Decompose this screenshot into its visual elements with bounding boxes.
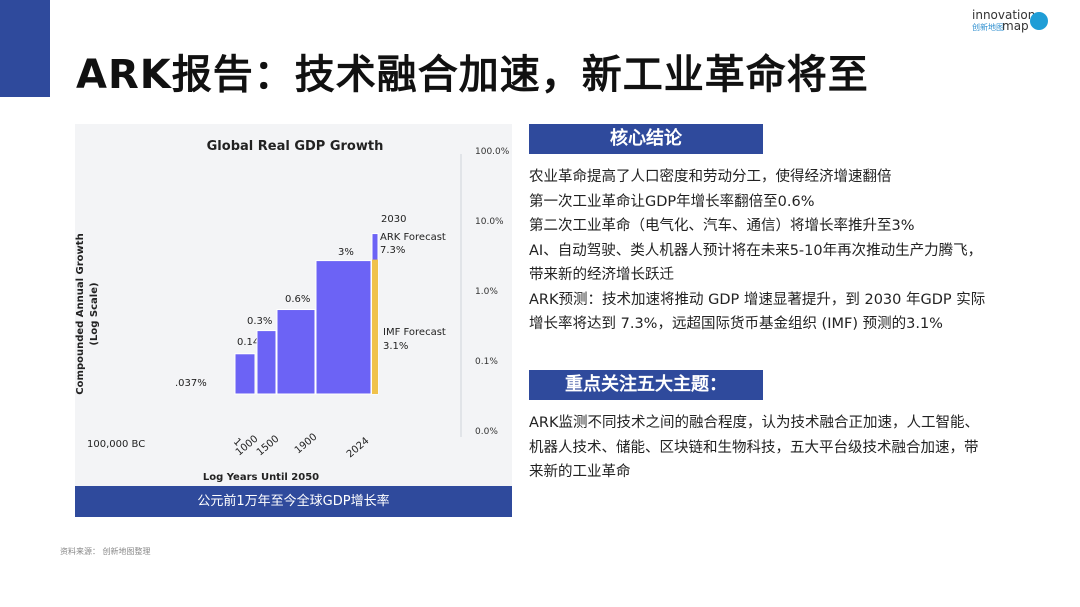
- bar-1900-2024: [315, 260, 372, 395]
- source-note: 资料来源： 创新地图整理: [60, 547, 151, 556]
- bar-value-label: 3%: [338, 247, 354, 258]
- y-axis-label-sub: (Log Scale): [89, 282, 100, 345]
- globe-icon: [1030, 12, 1048, 30]
- y-tick-label: 10.0%: [475, 217, 504, 227]
- core-line: 第二次工业革命（电气化、汽车、通信）将增长率推升至3%: [529, 218, 915, 234]
- focus-line: ARK监测不同技术之间的融合程度，认为技术融合正加速，人工智能、: [529, 415, 980, 431]
- annotation-ark-1: ARK Forecast: [380, 232, 446, 243]
- annotation-ark-2: 7.3%: [380, 245, 405, 256]
- core-line: 农业革命提高了人口密度和劳动分工，使得经济增速翻倍: [529, 169, 892, 185]
- page-title: ARK报告：技术融合加速，新工业革命将至: [76, 52, 869, 98]
- bar-value-label: 0.3%: [247, 316, 272, 327]
- bar-imf-forecast: [372, 259, 378, 394]
- focus-themes-heading: 重点关注五大主题：: [529, 370, 763, 400]
- y-tick-label: 1.0%: [475, 287, 498, 297]
- logo-text-cn: 创新地图: [972, 23, 1004, 32]
- x-axis-label: Log Years Until 2050: [203, 472, 319, 483]
- bar-1-1000: [234, 353, 256, 395]
- annotation-imf-2: 3.1%: [383, 341, 408, 352]
- y-tick-label: 100.0%: [475, 147, 510, 157]
- chart-title: Global Real GDP Growth: [207, 139, 384, 154]
- bar-value-label: 0.14%: [237, 337, 269, 348]
- focus-themes-text: ARK监测不同技术之间的融合程度，认为技术融合正加速，人工智能、 机器人技术、储…: [529, 411, 1039, 485]
- annotation-imf-1: IMF Forecast: [383, 327, 446, 338]
- core-line: ARK预测：技术加速将推动 GDP 增速显著提升，到 2030 年GDP 实际: [529, 291, 986, 308]
- core-conclusion-text: 农业革命提高了人口密度和劳动分工，使得经济增速翻倍 第一次工业革命让GDP年增长…: [529, 165, 1039, 337]
- innovation-map-logo: innovation 创新地图 map: [972, 8, 1048, 34]
- annotation-2030: 2030: [381, 214, 406, 225]
- bar-1000-1500: [256, 330, 277, 395]
- gdp-chart: Global Real GDP Growth Compounded Annual…: [75, 139, 510, 483]
- bar-value-label: 0.6%: [285, 294, 310, 305]
- x-tick-label: 100,000 BC: [87, 439, 145, 450]
- x-tick-label: 1500: [255, 434, 282, 459]
- focus-line: 来新的工业革命: [529, 464, 631, 480]
- gdp-chart-panel: Global Real GDP Growth Compounded Annual…: [75, 124, 512, 517]
- chart-caption: 公元前1万年至今全球GDP增长率: [75, 486, 512, 517]
- logo-text-innovation: innovation: [972, 8, 1036, 22]
- focus-line: 机器人技术、储能、区块链和生物科技，五大平台级技术融合加速，带: [529, 439, 979, 456]
- bar-value-label: .037%: [175, 378, 207, 389]
- corner-accent: [0, 0, 50, 97]
- y-tick-label: 0.1%: [475, 357, 498, 367]
- core-line: 第一次工业革命让GDP年增长率翻倍至0.6%: [529, 193, 815, 210]
- bar-1500-1900: [276, 309, 316, 395]
- core-line: 增长率将达到 7.3%，远超国际货币基金组织 (IMF) 预测的3.1%: [529, 316, 943, 332]
- y-axis-label: Compounded Annual Growth: [75, 233, 86, 394]
- logo-text-map: map: [1002, 19, 1029, 33]
- core-conclusion-heading: 核心结论: [529, 124, 763, 154]
- x-tick-label: 2024: [345, 436, 372, 461]
- core-line: AI、自动驾驶、类人机器人预计将在未来5-10年再次推动生产力腾飞，: [529, 242, 983, 259]
- y-tick-label: 0.0%: [475, 427, 498, 437]
- core-line: 带来新的经济增长跃迁: [529, 267, 674, 283]
- x-tick-label: 1900: [293, 432, 320, 457]
